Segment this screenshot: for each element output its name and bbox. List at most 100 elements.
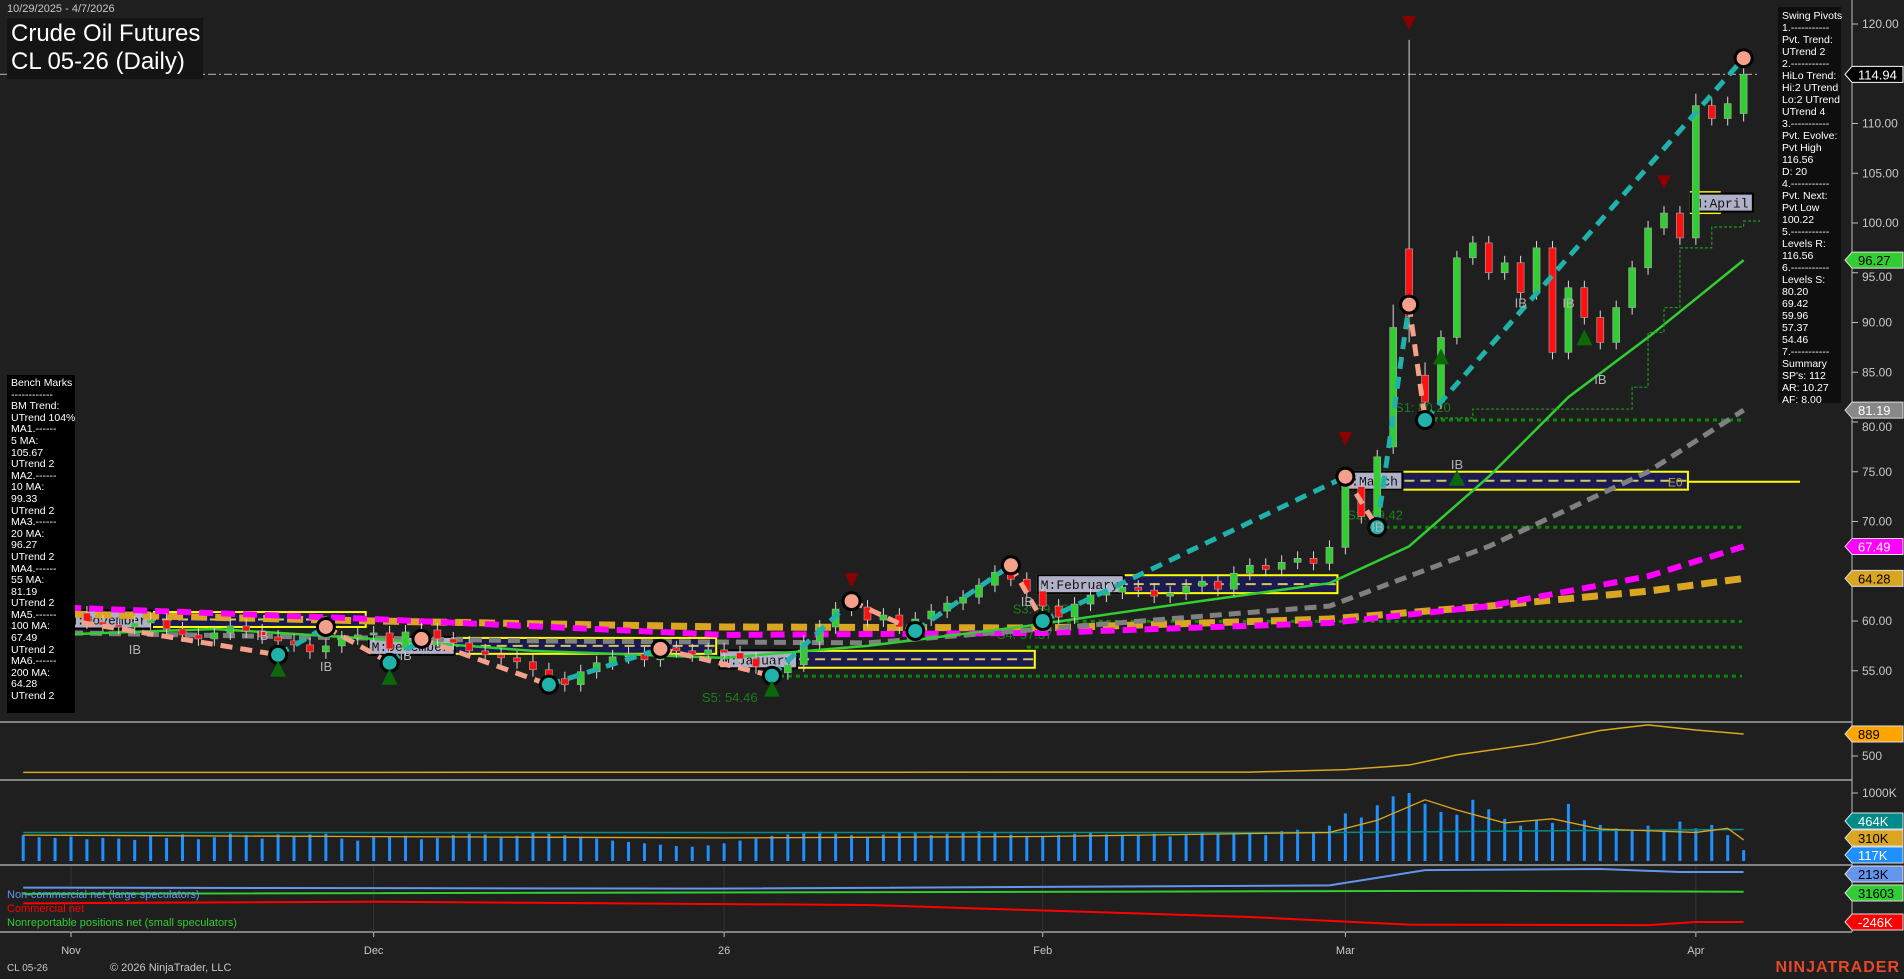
trailing-stop-line <box>1425 220 1760 419</box>
candle <box>1580 280 1589 325</box>
candle-body <box>1246 564 1254 574</box>
date-range: 10/29/2025 - 4/7/2026 <box>7 3 115 15</box>
cot-value-flag: 213K <box>1844 865 1904 883</box>
swing-line: Pvt. Next: <box>1782 190 1828 202</box>
ma-value-flag: 96.27 <box>1844 251 1904 269</box>
bench-line: ------------ <box>11 388 53 401</box>
bench-line: 67.49 <box>11 632 38 645</box>
candle-body <box>1580 287 1589 318</box>
swing-low-pivot <box>379 652 400 673</box>
candle-body <box>1532 247 1541 293</box>
candle-body <box>752 658 760 668</box>
candle-body <box>1564 287 1573 353</box>
moving-average-55ma <box>70 408 1745 646</box>
swing-line: Pvt Low <box>1782 202 1820 214</box>
candle <box>799 634 808 672</box>
candle-body <box>1723 103 1732 119</box>
candle-body <box>1500 262 1509 274</box>
candle <box>385 625 394 656</box>
swing-high-pivot <box>1733 48 1754 69</box>
flag-label: 310K <box>1858 831 1889 846</box>
pivot-dot <box>382 655 397 670</box>
candle <box>991 565 999 593</box>
ma-value-flag: 67.49 <box>1844 537 1904 555</box>
flag-label: 464K <box>1858 814 1889 829</box>
volume-average-flag: 310K <box>1844 829 1904 847</box>
price-axis-label: 95.00 <box>1862 270 1892 284</box>
pivot-dot <box>1035 614 1050 628</box>
inside-bar-label: IB <box>256 628 268 643</box>
pivot-dot <box>1736 51 1751 66</box>
flag-shape <box>1844 401 1904 419</box>
swing-up-leg <box>1041 474 1347 624</box>
candle <box>1246 558 1254 581</box>
candle-body <box>1548 247 1557 353</box>
candle <box>258 623 266 644</box>
candle-body <box>1373 456 1382 517</box>
flag-shape <box>1844 251 1904 269</box>
swing-line: 57.37 <box>1782 322 1809 334</box>
sell-arrow-icon <box>844 573 859 588</box>
candle-body <box>688 650 697 656</box>
candle <box>1564 280 1573 360</box>
candle-body <box>1676 212 1684 239</box>
flag-label: 81.19 <box>1858 403 1891 418</box>
chart-title: Crude Oil Futures CL 05-26 (Daily) <box>7 18 203 79</box>
swing-line: 5.----------- <box>1782 226 1830 238</box>
candle <box>1453 250 1461 345</box>
candle <box>162 613 171 636</box>
swing-high-pivot <box>650 638 671 659</box>
swing-line: Pvt. Evolve: <box>1782 130 1838 142</box>
candle-body <box>1707 105 1716 119</box>
legend-non-commercial: Non-commercial net (large speculators) <box>7 889 200 901</box>
candle-body <box>369 632 378 636</box>
candle-body <box>1325 547 1334 564</box>
swing-low-pivot <box>538 674 559 695</box>
instrument-name: Crude Oil Futures <box>11 20 201 47</box>
volume-average-line <box>23 799 1745 841</box>
candle <box>975 578 983 605</box>
candle <box>1516 255 1525 300</box>
candle <box>242 619 251 638</box>
candle-body <box>258 630 266 638</box>
price-axis-label: 75.00 <box>1862 465 1892 479</box>
swing-down-leg <box>420 636 550 688</box>
pivot-dot <box>271 647 286 662</box>
inside-bar-label: IB <box>320 659 332 674</box>
swing-line: 116.56 <box>1782 250 1814 262</box>
bench-line: 99.33 <box>11 492 38 505</box>
flag-shape <box>1844 812 1904 830</box>
inside-bar-label: IB <box>1371 519 1383 534</box>
candle-body <box>449 638 458 644</box>
candle <box>688 643 697 662</box>
candle-body <box>991 571 999 586</box>
inside-bar-label: IB <box>1594 372 1606 387</box>
moving-average-20ma <box>23 259 1745 660</box>
candle <box>1644 221 1652 275</box>
candle <box>497 647 505 665</box>
bench-line: 10 MA: <box>11 481 45 494</box>
candle-body <box>863 606 872 621</box>
price-axis-label: 60.00 <box>1862 614 1892 628</box>
osc-axis-label: 500 <box>1862 749 1882 763</box>
candle-body <box>353 634 362 639</box>
candle <box>210 625 219 646</box>
swing-line: 2.----------- <box>1782 58 1830 70</box>
time-axis-label: Feb <box>1033 945 1052 957</box>
pivot-dot <box>764 668 779 683</box>
bench-line: UTrend 2 <box>11 643 55 656</box>
flag-shape <box>1844 846 1904 864</box>
swing-high-pivot <box>315 616 336 637</box>
ninjatrader-logo: NINJATRADER <box>1775 959 1900 976</box>
bench-line: Bench Marks <box>11 377 73 389</box>
candle-body <box>975 584 983 598</box>
bench-line: MA3.------ <box>11 516 57 529</box>
flag-shape <box>1844 913 1904 931</box>
sell-arrow-icon <box>1656 175 1671 190</box>
buy-arrow-icon <box>1448 469 1465 486</box>
price-axis-label: 110.00 <box>1862 117 1898 131</box>
bench-line: 200 MA: <box>11 666 51 679</box>
swing-low-pivot <box>1367 517 1388 538</box>
candle-body <box>1628 267 1636 308</box>
